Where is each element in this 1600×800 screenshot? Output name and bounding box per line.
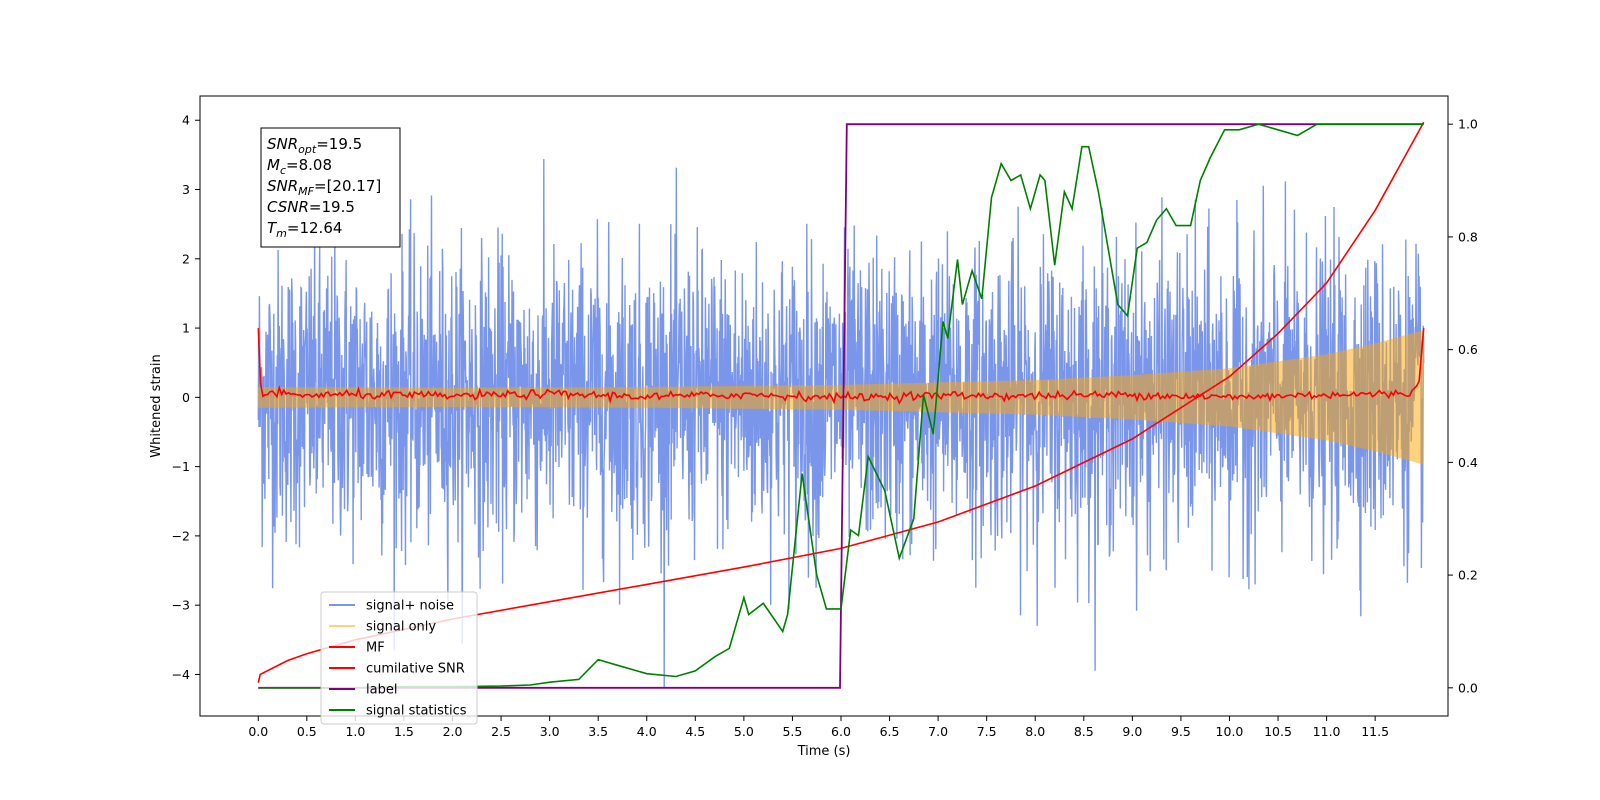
legend-entry: signal statistics: [366, 704, 467, 719]
y-tick-label: 2: [182, 251, 190, 266]
info-line: SNRopt=19.5: [267, 135, 362, 156]
x-tick-label: 9.5: [1171, 724, 1191, 739]
x-tick-label: 6.5: [880, 724, 900, 739]
info-line: Tm=12.64: [267, 219, 342, 240]
x-tick-label: 10.0: [1216, 724, 1244, 739]
legend-entry: signal only: [366, 620, 436, 635]
series-layer: [257, 121, 1425, 689]
x-axis-label: Time (s): [797, 744, 851, 759]
plot-frame: [199, 95, 1449, 717]
y-tick-label: −4: [172, 667, 190, 682]
info-box-frame: [260, 127, 401, 248]
y-tick-label: 0: [182, 390, 190, 405]
y-tick-label: −2: [172, 528, 190, 543]
y2-tick-label: 0.4: [1458, 455, 1478, 470]
series-mf: [257, 328, 1425, 405]
y-tick-label: 1: [182, 321, 190, 336]
legend: signal+ noise signal only MF cumilative SNR…: [320, 591, 478, 725]
legend-entry: cumilative SNR: [366, 662, 465, 677]
x-tick-label: 5.5: [782, 724, 802, 739]
y2-tick-label: 0.2: [1458, 568, 1478, 583]
x-tick-label: 2.0: [443, 724, 463, 739]
x-tick-label: 1.5: [394, 724, 414, 739]
info-line: Mc=8.08: [267, 156, 332, 177]
y2-tick-label: 1.0: [1458, 117, 1478, 132]
x-tick-label: 11.5: [1361, 724, 1389, 739]
x-tick-label: 7.5: [977, 724, 997, 739]
x-tick-label: 11.0: [1313, 724, 1341, 739]
x-tick-label: 2.5: [491, 724, 511, 739]
y-tick-label: −3: [172, 598, 190, 613]
x-tick-label: 6.0: [831, 724, 851, 739]
y-axis-label: Whitened strain: [149, 354, 164, 457]
x-tick-label: 4.5: [685, 724, 705, 739]
y2-tick-label: 0.6: [1458, 342, 1478, 357]
x-tick-label: 0.5: [297, 724, 317, 739]
legend-entry: MF: [366, 641, 385, 656]
series-signal-only: [257, 330, 1425, 465]
x-tick-label: 4.0: [637, 724, 657, 739]
axes-layer: 0.0 0.5 1.0 1.5 2.0 2.5 3.0 3.5 4.0 4.5 5.0 5.5 6.0 6…: [172, 113, 1478, 739]
x-tick-label: 5.0: [734, 724, 754, 739]
x-tick-label: 3.5: [588, 724, 608, 739]
x-tick-label: 1.0: [345, 724, 365, 739]
y-tick-label: 4: [182, 113, 190, 128]
legend-frame: [320, 591, 478, 725]
x-tick-label: 8.5: [1074, 724, 1094, 739]
x-tick-label: 7.0: [928, 724, 948, 739]
x-tick-label: 3.0: [540, 724, 560, 739]
y2-tick-label: 0.0: [1458, 680, 1478, 695]
y-tick-label: 3: [182, 182, 190, 197]
series-cumulative-snr: [257, 121, 1425, 683]
info-line: SNRMF=[20.17]: [267, 177, 381, 198]
x-tick-label: 10.5: [1264, 724, 1292, 739]
series-signal-statistics: [258, 123, 1424, 689]
y2-tick-label: 0.8: [1458, 229, 1478, 244]
y-tick-label: −1: [172, 459, 190, 474]
legend-entry: label: [366, 683, 397, 698]
legend-entry: signal+ noise: [366, 599, 454, 614]
x-tick-label: 9.0: [1122, 724, 1142, 739]
x-tick-label: 8.0: [1025, 724, 1045, 739]
info-box: SNRopt=19.5Mc=8.08SNRMF=[20.17]CSNR=19.5…: [260, 127, 401, 248]
x-tick-label: 0.0: [248, 724, 268, 739]
series-label: [258, 123, 1424, 689]
info-line: CSNR=19.5: [267, 198, 355, 216]
